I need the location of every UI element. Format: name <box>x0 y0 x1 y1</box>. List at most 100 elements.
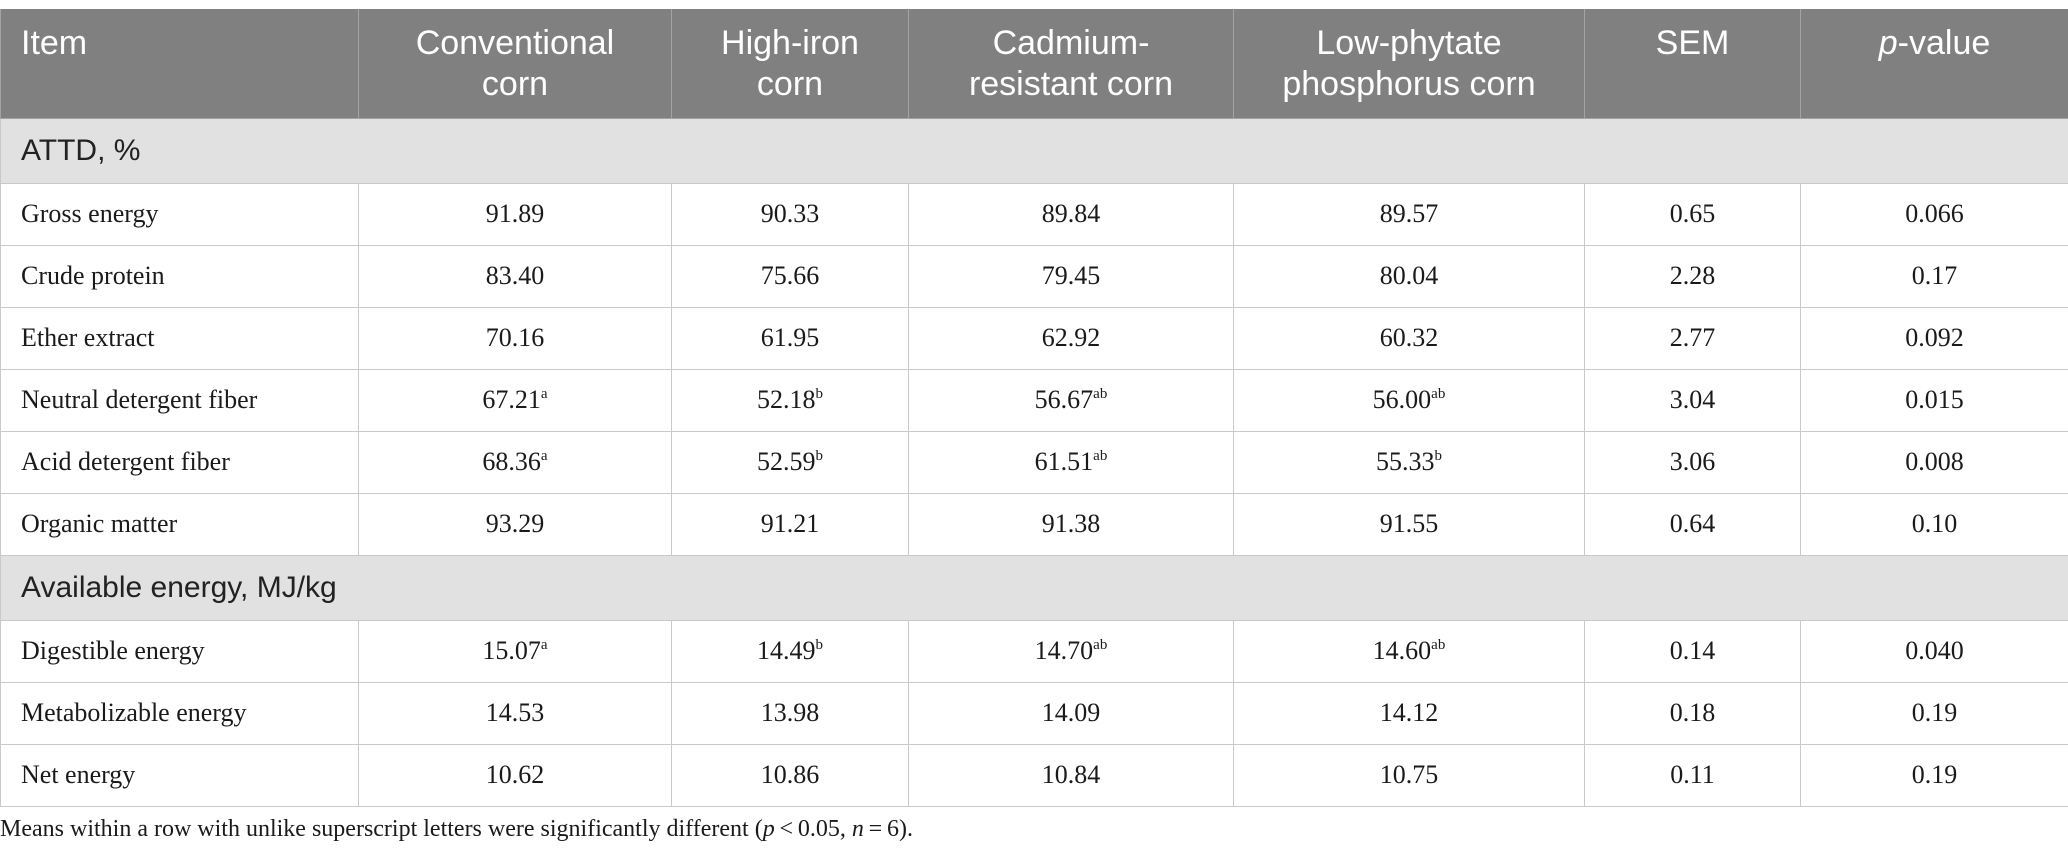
cell-high-iron-corn: 75.66 <box>671 244 909 308</box>
cell-value: 56.00 <box>1372 385 1432 414</box>
row-item-label: Organic matter <box>0 492 359 556</box>
header-item: Item <box>0 9 359 119</box>
cell-conventional-corn: 15.07a <box>358 619 672 683</box>
cell-conventional-corn: 10.62 <box>358 743 672 807</box>
table-row: Acid detergent fiber 68.36a 52.59b 61.51ab 5… <box>0 430 2068 494</box>
cell-high-iron-corn: 90.33 <box>671 182 909 246</box>
significance-superscript: b <box>815 448 824 464</box>
cell-value: 90.33 <box>760 199 820 228</box>
cell-value: 61.95 <box>760 323 820 352</box>
cell-cadmium-resistant-corn: 61.51ab <box>908 430 1234 494</box>
cell-p-value: 0.19 <box>1800 743 2068 807</box>
cell-high-iron-corn: 52.59b <box>671 430 909 494</box>
cell-p-value: 0.092 <box>1800 306 2068 370</box>
cell-sem: 2.28 <box>1584 244 1801 308</box>
cell-cadmium-resistant-corn: 62.92 <box>908 306 1234 370</box>
significance-superscript: b <box>815 637 824 653</box>
significance-superscript: ab <box>1431 637 1446 653</box>
cell-sem: 0.65 <box>1584 182 1801 246</box>
table-row: Organic matter 93.29 91.21 91.38 91.55 0.64 0.… <box>0 492 2068 556</box>
row-item-label: Gross energy <box>0 182 359 246</box>
table-row: Gross energy 91.89 90.33 89.84 89.57 0.65 0.06… <box>0 182 2068 246</box>
cell-sem: 3.06 <box>1584 430 1801 494</box>
row-item-label: Acid detergent fiber <box>0 430 359 494</box>
significance-superscript: ab <box>1093 386 1108 402</box>
header-p-value: p-value <box>1800 9 2068 119</box>
table-row: Ether extract 70.16 61.95 62.92 60.32 2.77 0.0… <box>0 306 2068 370</box>
cell-value: 55.33 <box>1376 447 1435 476</box>
cell-value: 68.36 <box>482 447 541 476</box>
cell-value: 62.92 <box>1041 323 1101 352</box>
header-cadmium-resistant-corn: Cadmium-resistant corn <box>908 9 1234 119</box>
cell-value: 10.75 <box>1379 760 1439 789</box>
cell-value: 70.16 <box>485 323 545 352</box>
section-row-energy: Available energy, MJ/kg <box>0 554 2068 621</box>
header-sem: SEM <box>1584 9 1801 119</box>
cell-high-iron-corn: 14.49b <box>671 619 909 683</box>
cell-value: 79.45 <box>1041 261 1101 290</box>
cell-value: 52.59 <box>757 447 816 476</box>
significance-superscript: a <box>540 448 548 464</box>
cell-sem: 0.14 <box>1584 619 1801 683</box>
table-footnote: Means within a row with unlike superscri… <box>0 816 913 842</box>
cell-p-value: 0.015 <box>1800 368 2068 432</box>
cell-conventional-corn: 91.89 <box>358 182 672 246</box>
cell-high-iron-corn: 52.18b <box>671 368 909 432</box>
cell-value: 14.53 <box>485 698 545 727</box>
cell-high-iron-corn: 13.98 <box>671 681 909 745</box>
significance-superscript: b <box>1434 448 1443 464</box>
cell-low-phytate-phosphorus-corn: 56.00ab <box>1233 368 1585 432</box>
cell-cadmium-resistant-corn: 56.67ab <box>908 368 1234 432</box>
cell-cadmium-resistant-corn: 14.70ab <box>908 619 1234 683</box>
table-row: Digestible energy 15.07a 14.49b 14.70ab 14.6… <box>0 619 2068 683</box>
digestibility-table: Item Conventional corn High-iron corn Cadm… <box>0 9 2068 807</box>
cell-cadmium-resistant-corn: 89.84 <box>908 182 1234 246</box>
significance-superscript: ab <box>1431 386 1446 402</box>
section-title: Available energy, MJ/kg <box>0 554 2068 621</box>
cell-p-value: 0.040 <box>1800 619 2068 683</box>
cell-p-value: 0.19 <box>1800 681 2068 745</box>
significance-superscript: a <box>540 637 548 653</box>
cell-value: 91.38 <box>1041 509 1101 538</box>
cell-high-iron-corn: 61.95 <box>671 306 909 370</box>
row-item-label: Ether extract <box>0 306 359 370</box>
cell-low-phytate-phosphorus-corn: 60.32 <box>1233 306 1585 370</box>
table-row: Net energy 10.62 10.86 10.84 10.75 0.11 0.19 <box>0 743 2068 807</box>
table-row: Crude protein 83.40 75.66 79.45 80.04 2.28 0.1… <box>0 244 2068 308</box>
section-title: ATTD, % <box>0 117 2068 184</box>
significance-superscript: a <box>540 386 548 402</box>
cell-value: 83.40 <box>485 261 545 290</box>
cell-sem: 0.11 <box>1584 743 1801 807</box>
row-item-label: Neutral detergent fiber <box>0 368 359 432</box>
cell-conventional-corn: 67.21a <box>358 368 672 432</box>
cell-low-phytate-phosphorus-corn: 14.12 <box>1233 681 1585 745</box>
cell-value: 75.66 <box>760 261 820 290</box>
cell-high-iron-corn: 91.21 <box>671 492 909 556</box>
cell-value: 89.84 <box>1041 199 1101 228</box>
cell-conventional-corn: 93.29 <box>358 492 672 556</box>
cell-high-iron-corn: 10.86 <box>671 743 909 807</box>
cell-conventional-corn: 70.16 <box>358 306 672 370</box>
table-row: Neutral detergent fiber 67.21a 52.18b 56.67… <box>0 368 2068 432</box>
cell-sem: 3.04 <box>1584 368 1801 432</box>
cell-value: 10.86 <box>760 760 820 789</box>
cell-low-phytate-phosphorus-corn: 10.75 <box>1233 743 1585 807</box>
significance-superscript: ab <box>1093 637 1108 653</box>
cell-value: 60.32 <box>1379 323 1439 352</box>
cell-p-value: 0.008 <box>1800 430 2068 494</box>
table-row: Metabolizable energy 14.53 13.98 14.09 14.12… <box>0 681 2068 745</box>
header-conventional-corn: Conventional corn <box>358 9 672 119</box>
cell-p-value: 0.10 <box>1800 492 2068 556</box>
cell-low-phytate-phosphorus-corn: 89.57 <box>1233 182 1585 246</box>
cell-value: 61.51 <box>1034 447 1094 476</box>
table-header-row: Item Conventional corn High-iron corn Cadm… <box>0 9 2068 119</box>
cell-value: 52.18 <box>757 385 816 414</box>
cell-value: 56.67 <box>1034 385 1094 414</box>
cell-value: 14.12 <box>1379 698 1439 727</box>
row-item-label: Crude protein <box>0 244 359 308</box>
cell-value: 14.49 <box>757 636 816 665</box>
cell-value: 14.70 <box>1034 636 1094 665</box>
cell-value: 10.62 <box>485 760 545 789</box>
cell-value: 67.21 <box>482 385 541 414</box>
cell-sem: 2.77 <box>1584 306 1801 370</box>
